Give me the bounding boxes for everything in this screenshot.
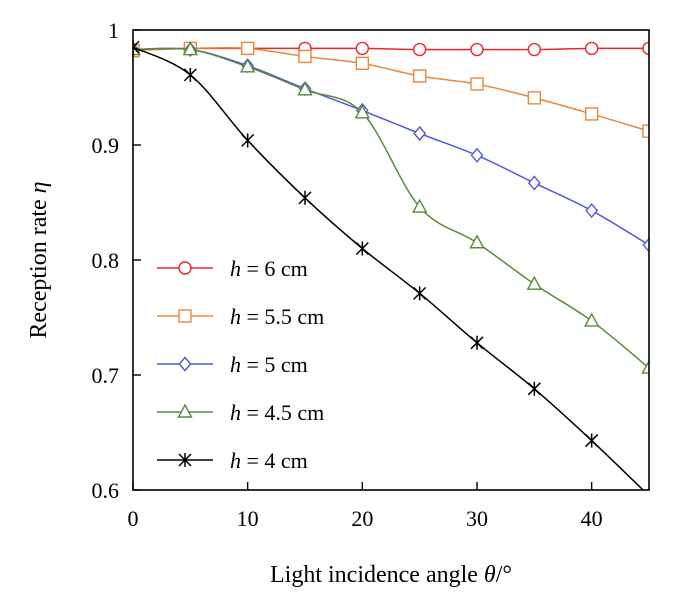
legend-marker [178,309,192,323]
data-point [412,69,427,83]
data-point [241,133,255,148]
data-point [355,56,370,71]
series-layer [133,40,649,490]
data-point [470,335,484,350]
data-point [642,488,649,490]
data-point [470,77,484,91]
y-tick-label: 1 [108,18,119,43]
y-tick-label: 0.9 [92,133,120,158]
data-point [583,312,600,327]
series-line [133,46,645,490]
x-axis-label: Light incidence angle θ/° [270,562,512,588]
legend-entry: h = 5.5 cm [157,304,324,329]
data-point [642,237,649,253]
data-point [585,433,599,448]
data-point [183,67,197,82]
data-point [584,107,599,121]
y-tick-label: 0.7 [92,363,120,388]
legend-entry: h = 5 cm [157,352,308,377]
data-point [526,275,543,290]
data-point [642,124,649,138]
data-point [298,49,312,64]
data-point [355,241,369,256]
data-point [642,41,649,56]
series-4 [133,40,649,490]
data-point [355,41,370,56]
x-tick-label: 30 [466,506,488,531]
x-tick-label: 40 [581,506,603,531]
x-tick-label: 20 [351,506,373,531]
axis-ticks: 0 10 20 30 40 0.6 0.7 0.8 0.9 1 [92,18,603,531]
x-tick-label: 10 [237,506,259,531]
data-point [239,58,256,73]
series-line [133,46,649,132]
data-point [297,81,313,96]
data-point [527,42,542,57]
y-tick-label: 0.8 [92,248,120,273]
series-line [133,47,649,369]
legend: h = 6 cm h = 5.5 cm h = 5 cm h = 4.5 cm h = … [157,256,324,473]
data-point [411,198,428,213]
legend-label: h = 4.5 cm [230,400,324,425]
y-axis-label: Reception rate η [26,181,52,338]
series-line [133,47,649,246]
series-3 [133,41,649,374]
legend-label: h = 5.5 cm [230,304,324,329]
data-point [527,91,542,105]
data-point [298,190,312,205]
legend-marker [178,453,192,467]
data-point [413,125,427,142]
data-point [182,41,199,56]
legend-label: h = 5 cm [230,352,308,377]
data-point [470,42,484,57]
data-point [527,381,541,396]
legend-entry: h = 4.5 cm [157,400,324,425]
data-point [469,234,485,249]
legend-marker [177,403,193,418]
data-point [133,40,140,55]
data-point [584,41,599,56]
legend-entry: h = 6 cm [157,256,308,281]
data-point [641,359,649,374]
legend-label: h = 4 cm [230,448,308,473]
data-point [412,42,427,57]
legend-marker [178,261,192,275]
legend-entry: h = 4 cm [157,448,308,473]
x-tick-label: 0 [128,506,139,531]
y-tick-label: 0.6 [92,478,120,503]
data-point [470,147,484,163]
series-2 [133,41,649,253]
data-point [413,286,427,301]
data-point [585,202,599,219]
data-point [527,175,541,191]
legend-label: h = 6 cm [230,256,308,281]
data-point [354,104,371,119]
data-point [240,41,255,56]
legend-marker [178,356,192,372]
